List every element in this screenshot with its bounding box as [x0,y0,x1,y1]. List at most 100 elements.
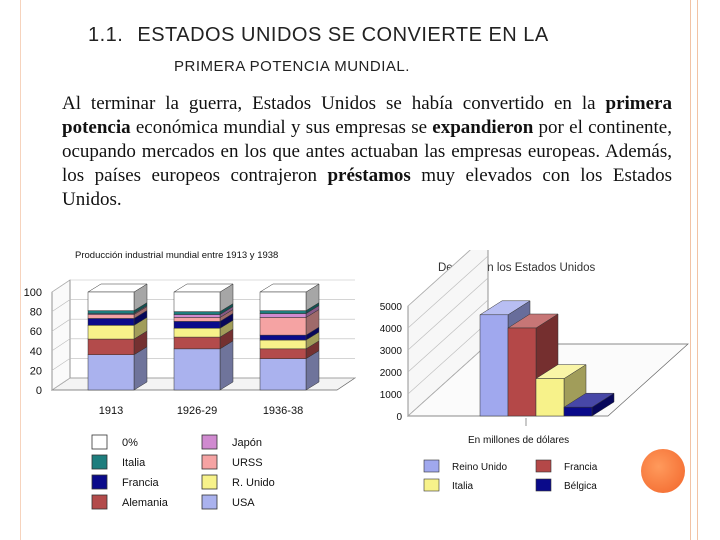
production-bar-segment [259,283,320,312]
production-bar-segment-front [173,311,221,315]
title-line1: ESTADOS UNIDOS SE CONVIERTE EN LA [137,24,549,46]
production-x-tick: 1913 [99,405,123,417]
body-paragraph: Al terminar la guerra, Estados Unidos se… [62,92,672,212]
frame-right-border [690,0,698,540]
debt-bar-front [507,327,537,417]
debt-legend-swatch [423,478,440,492]
production-bar-segment-front [173,336,221,350]
production-legend-label: R. Unido [232,477,275,489]
production-x-tick: 1926-29 [177,405,217,417]
slide-title: 1.1. ESTADOS UNIDOS SE CONVIERTE EN LA [88,24,549,47]
debt-legend-label: Francia [564,462,598,473]
production-y-tick: 20 [30,365,42,377]
debt-y-tick: 2000 [380,368,403,379]
production-legend-label: Francia [122,477,160,489]
debt-legend-label: Reino Unido [452,462,507,473]
debt-y-tick: 4000 [380,324,403,335]
production-bar-segment-front [259,317,307,336]
debt-bar-front [479,314,509,417]
slide-title-line2: PRIMERA POTENCIA MUNDIAL. [174,58,410,75]
production-bar-segment-front [259,339,307,350]
production-legend-swatch [91,474,108,490]
production-bar-segment [87,283,148,312]
production-legend-label: Italia [122,457,146,469]
production-legend-swatch [201,454,218,470]
production-y-tick: 100 [24,287,42,299]
production-bar-segment-front [173,314,221,318]
production-legend-label: Alemania [122,497,169,509]
production-bar-segment-front [87,310,135,314]
production-bar-segment-front [259,313,307,318]
production-bar-segment [259,350,320,391]
debt-legend-swatch [535,459,552,473]
debt-legend-swatch [535,478,552,492]
production-bar-segment-front [259,348,307,359]
production-bar-segment-front [87,325,135,340]
debt-y-tick: 3000 [380,346,403,357]
paragraph-bold-term: primera potencia [62,93,672,138]
production-bar-segment-front [173,328,221,338]
frame-left-line [20,0,21,540]
debt-legend-swatch [423,459,440,473]
production-bar-segment-front [259,334,307,341]
production-legend-swatch [201,494,218,510]
production-side-wall [51,279,71,391]
paragraph-bold-term: préstamos [327,165,411,186]
production-gridline [51,279,355,293]
debt-legend-label: Italia [452,481,474,492]
debt-x-label: En millones de dólares [468,435,569,446]
production-bar-segment [173,283,234,313]
production-bar-segment-front [87,318,135,326]
production-bar-segment-front [173,348,221,391]
production-bar-segment-front [87,338,135,355]
debt-y-tick: 0 [396,412,402,423]
production-legend-swatch [91,434,108,450]
paragraph-bold-term: expandieron [432,117,534,138]
debt-bar-front [563,406,593,417]
production-legend-swatch [91,454,108,470]
production-bar-segment-front [87,291,135,311]
debt-legend-label: Bélgica [564,481,597,492]
production-x-tick: 1936-38 [263,405,303,417]
production-bar-segment-front [87,354,135,391]
production-bar-segment-front [259,291,307,311]
production-y-tick: 0 [36,385,42,397]
debt-y-tick: 5000 [380,302,403,313]
debt-gridline [407,277,489,351]
debt-gridline [407,255,489,329]
debt-bar [535,364,587,417]
production-legend-label: 0% [122,437,138,449]
production-legend-swatch [91,494,108,510]
production-legend-label: Japón [232,437,262,449]
debt-chart: Deuda con los Estados Unidos500040003000… [380,250,689,492]
production-chart-title: Producción industrial mundial entre 1913… [75,250,278,261]
production-legend-swatch [201,434,218,450]
decorative-orange-circle [641,449,685,493]
production-y-tick: 80 [30,307,42,319]
paragraph-text-run: muy elevados con los Estados Unidos. [62,165,672,210]
title-number: 1.1. [88,24,124,46]
debt-gridline [407,250,471,307]
production-legend-swatch [201,474,218,490]
debt-y-tick: 1000 [380,390,403,401]
production-bar-segment-front [259,310,307,314]
production-bar-segment-front [87,314,135,319]
production-bar-segment-front [173,321,221,329]
production-bar-segment-side [219,340,234,391]
debt-bar [563,392,615,417]
production-bar-segment-front [259,358,307,391]
production-bar-segment-front [173,291,221,312]
production-chart: Producción industrial mundial entre 1913… [24,250,357,510]
paragraph-text-run: por el continente, ocupando mercados en … [62,117,672,186]
paragraph-text-run: Al terminar la guerra, Estados Unidos se… [62,93,606,114]
debt-gridline [407,343,489,417]
debt-gridline [407,299,489,373]
production-legend-label: USA [232,497,255,509]
production-legend-label: URSS [232,457,263,469]
paragraph-text-run: económica mundial y sus empresas se [130,117,433,138]
debt-bar-front [535,378,565,417]
production-y-tick: 40 [30,346,42,358]
debt-gridline [407,321,489,395]
production-y-tick: 60 [30,326,42,338]
production-bar-segment-front [173,317,221,322]
